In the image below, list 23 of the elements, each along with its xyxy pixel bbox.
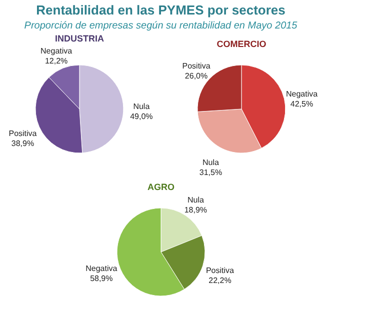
slice-label: Positiva: [206, 266, 235, 276]
slice-label: Nula: [202, 158, 220, 167]
slice-label: Nula: [187, 196, 204, 205]
text: Proporción de empresas según su rentabilidad en Mayo 2015: [24, 20, 298, 32]
slice-label: Negativa: [40, 46, 73, 56]
chart-title: AGRO: [148, 182, 174, 192]
text: Rentabilidad en las PYMES por sectores: [36, 2, 286, 18]
slice-label: Nula: [133, 102, 150, 111]
slice-label: Positiva: [8, 129, 38, 138]
data-label: 22,2%: [208, 276, 232, 286]
data-label: 58,9%: [90, 274, 113, 284]
chart-title: INDUSTRIA: [54, 33, 104, 44]
slice-label: Negativa: [286, 90, 318, 99]
data-label: 18,9%: [184, 206, 208, 215]
data-label: 38,9%: [11, 139, 34, 148]
data-label: 42,5%: [290, 100, 314, 109]
slice-label: Negativa: [86, 264, 118, 274]
data-label: 31,5%: [199, 168, 222, 177]
chart-title: COMERCIO: [216, 39, 266, 49]
data-label: 12,2%: [44, 56, 68, 66]
data-label: 26,0%: [184, 72, 208, 81]
slice-label: Positiva: [182, 62, 211, 71]
data-label: 49,0%: [130, 112, 153, 121]
